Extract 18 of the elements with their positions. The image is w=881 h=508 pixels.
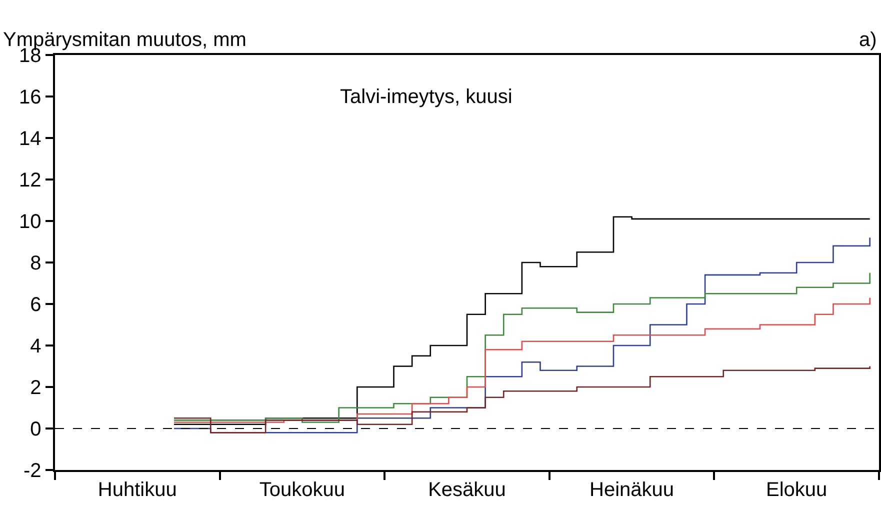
y-tick-label: 2 (30, 377, 42, 399)
y-tick-label: 10 (19, 211, 42, 233)
y-tick-label: 4 (30, 336, 42, 358)
y-tick-label: 16 (19, 86, 42, 108)
y-tick-label: 12 (19, 170, 42, 192)
x-tick-label: Kesäkuu (428, 478, 506, 501)
x-tick-label: Toukokuu (259, 478, 346, 501)
x-tick-label: Elokuu (766, 478, 828, 501)
y-tick-label: -2 (23, 460, 42, 482)
y-tick-label: 0 (30, 418, 42, 440)
y-axis-title: Ympärysmitan muutos, mm (3, 29, 246, 51)
text: a) (859, 29, 877, 51)
x-tick-label: Heinäkuu (590, 478, 674, 501)
y-tick-label: 6 (30, 294, 42, 316)
text: Talvi-imeytys, kuusi (340, 86, 512, 108)
y-tick-label: 8 (30, 252, 42, 274)
y-tick-label: 14 (19, 128, 42, 150)
x-tick-label: Huhtikuu (98, 478, 177, 501)
